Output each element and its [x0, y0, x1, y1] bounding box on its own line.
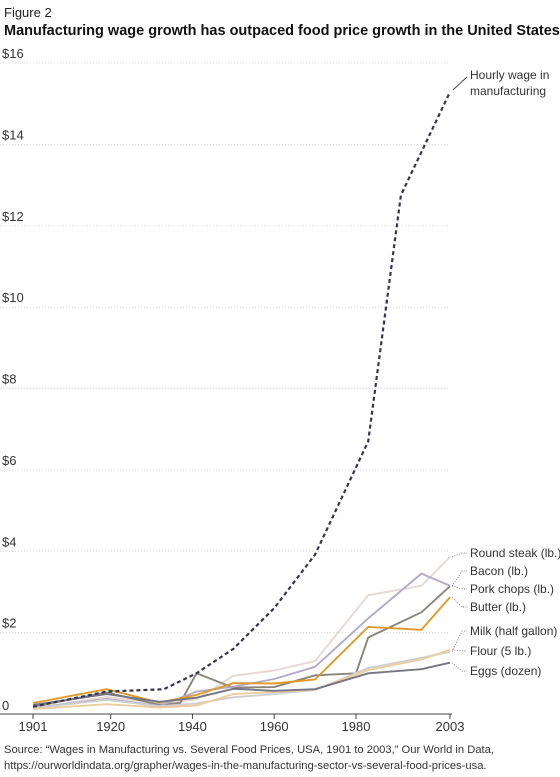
- y-tick-label: $16: [2, 46, 24, 61]
- y-axis-ticks: 0 $2 $4 $6 $8 $10 $12 $14 $16: [2, 46, 24, 713]
- line-chart: 0$2$4$6$8$10$12$14$16 1901 1920 1940 1960 19…: [0, 46, 560, 734]
- series-label: Eggs (dozen): [470, 664, 541, 678]
- source-line-1: Source: “Wages in Manufacturing vs. Seve…: [4, 744, 494, 756]
- series-line: [32, 661, 451, 706]
- y-tick-label: $6: [2, 453, 16, 468]
- y-tick-label: $14: [2, 127, 24, 142]
- label-leader: [451, 662, 467, 672]
- x-tick-label: 1940: [178, 719, 207, 734]
- gridlines: [0, 62, 450, 634]
- label-leader: [451, 649, 467, 652]
- source-note: Source: “Wages in Manufacturing vs. Seve…: [4, 742, 556, 774]
- x-tick-label: 1980: [342, 719, 371, 734]
- figure-label: Figure 2: [4, 5, 52, 20]
- y-tick-label: 0: [2, 698, 9, 713]
- label-leader: [451, 570, 467, 587]
- y-tick-label: $2: [2, 616, 16, 631]
- x-tick-label: 1960: [260, 719, 289, 734]
- x-tick-label: 1920: [96, 719, 125, 734]
- x-tick-label: 1901: [19, 719, 48, 734]
- series-label: Hourly wage in: [470, 68, 549, 82]
- series-label: Butter (lb.): [470, 600, 526, 614]
- label-leader: [452, 76, 468, 91]
- x-tick-label: 2003: [436, 719, 465, 734]
- x-axis: 1901 1920 1940 1960 1980 2003: [0, 713, 465, 734]
- source-line-2: https://ourworldindata.org/grapher/wages…: [4, 760, 487, 772]
- series-line: [32, 91, 451, 708]
- series-line: [32, 556, 451, 710]
- series-label: Milk (half gallon): [470, 624, 557, 638]
- label-leader: [451, 552, 467, 558]
- series-line: [32, 648, 451, 711]
- series-label: Flour (5 lb.): [470, 644, 531, 658]
- series-line: [32, 596, 451, 704]
- series-label: Bacon (lb.): [470, 564, 528, 578]
- series-label: Round steak (lb.): [470, 546, 560, 560]
- chart-title: Manufacturing wage growth has outpaced f…: [4, 23, 560, 39]
- y-tick-label: $4: [2, 534, 16, 549]
- series-line: [32, 650, 451, 710]
- series-label: manufacturing: [470, 84, 546, 98]
- series-label: Pork chops (lb.): [470, 582, 554, 596]
- y-tick-label: $8: [2, 372, 16, 387]
- y-tick-label: $12: [2, 209, 24, 224]
- label-leader: [451, 596, 467, 608]
- series-lines: [32, 91, 451, 711]
- series-labels: Hourly wage in manufacturing Round steak (…: [451, 68, 560, 678]
- label-leader: [451, 630, 467, 652]
- y-tick-label: $10: [2, 290, 24, 305]
- series-line: [32, 585, 451, 708]
- label-leader: [451, 585, 467, 590]
